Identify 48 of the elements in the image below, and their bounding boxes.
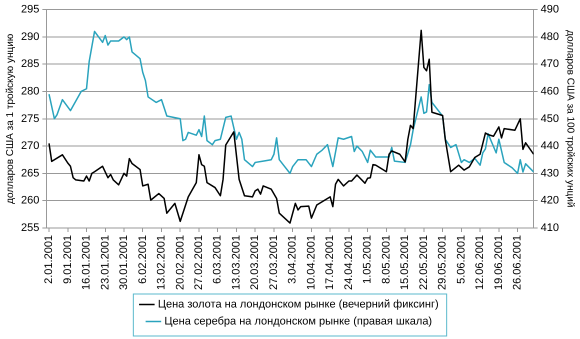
y2-tick-label: 470 (540, 58, 560, 70)
x-tick-label: 5.06.2001 (455, 234, 468, 284)
y-tick-label: 285 (20, 58, 40, 70)
x-tick-label: 20.02.2001 (174, 234, 186, 290)
y-axis-title: долларов США за 1 тройскую унцию (4, 33, 16, 204)
x-tick-label: 16.01.2001 (80, 234, 93, 290)
y-tick-label: 270 (20, 140, 40, 152)
x-tick-label: 9.01.2001 (62, 234, 74, 284)
x-tick-label: 26.06.2001 (512, 234, 524, 290)
y2-tick-label: 450 (540, 112, 560, 125)
x-tick-label: 6.03.2001 (212, 234, 224, 284)
y2-tick-label: 480 (540, 30, 560, 43)
y2-axis-title: долларов США за 100 тройских унций (564, 30, 576, 208)
y-tick-label: 255 (20, 222, 40, 234)
y-tick-label: 265 (20, 167, 40, 180)
y2-tick-label: 440 (540, 140, 560, 152)
x-tick-label: 1.05.2001 (362, 234, 374, 284)
y2-tick-label: 410 (540, 222, 560, 234)
y-tick-label: 275 (20, 112, 40, 125)
x-tick-label: 30.01.2001 (118, 234, 130, 290)
x-tick-label: 27.03.2001 (268, 234, 280, 290)
x-tick-label: 3.04.2001 (286, 234, 299, 284)
y2-tick-label: 420 (540, 194, 560, 207)
x-tick-label: 13.02.2001 (156, 234, 168, 290)
y2-tick-label: 490 (540, 4, 560, 16)
x-tick-label: 15.05.2001 (399, 234, 412, 290)
x-tick-label: 20.03.2001 (249, 234, 262, 290)
y-tick-label: 260 (20, 194, 40, 207)
y2-tick-label: 430 (540, 167, 560, 180)
x-tick-label: 24.04.2001 (342, 234, 355, 290)
x-tick-label: 10.04.2001 (305, 234, 318, 290)
legend-label: Цена серебра на лондонском рынке (правая шкала) (164, 316, 432, 328)
y-tick-label: 295 (20, 4, 40, 16)
x-tick-label: 17.04.2001 (324, 234, 336, 290)
x-tick-label: 23.01.2001 (99, 234, 112, 290)
x-tick-label: 2.01.2001 (43, 234, 56, 284)
y-tick-label: 290 (20, 30, 40, 43)
x-tick-label: 6.02.2001 (136, 234, 149, 284)
x-tick-label: 12.06.2001 (474, 234, 486, 290)
y2-tick-label: 460 (540, 86, 560, 98)
x-tick-label: 27.02.2001 (193, 234, 205, 290)
x-tick-label: 22.05.2001 (418, 234, 430, 290)
y-tick-label: 280 (20, 86, 40, 98)
x-tick-label: 19.06.2001 (492, 234, 505, 290)
x-tick-label: 13.03.2001 (230, 234, 242, 290)
legend-label: Цена золота на лондонском рынке (вечерний фиксинг) (158, 298, 439, 311)
x-tick-label: 29.05.2001 (436, 234, 449, 290)
x-tick-label: 8.05.2001 (380, 234, 392, 284)
